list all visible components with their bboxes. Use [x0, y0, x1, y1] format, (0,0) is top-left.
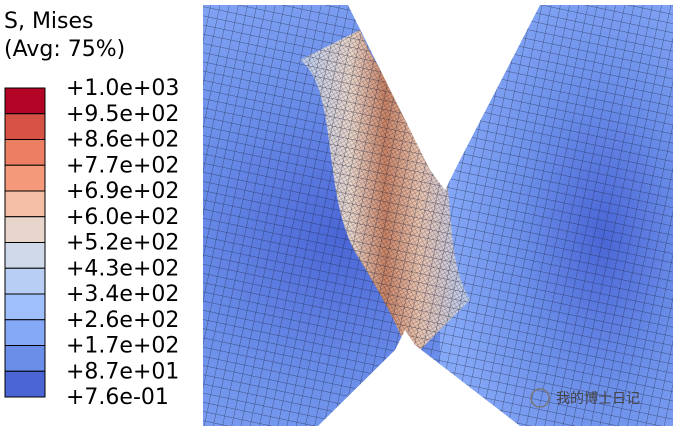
legend-label: +6.0e+02	[66, 205, 179, 230]
watermark-text: 我的博士日记	[556, 390, 640, 407]
legend-label: +7.7e+02	[66, 153, 179, 178]
legend-label: +5.2e+02	[66, 231, 179, 256]
model-view	[203, 5, 673, 426]
legend-label: +1.0e+03	[66, 76, 179, 101]
legend-swatch	[4, 267, 46, 295]
legend-label: +9.5e+02	[66, 102, 179, 127]
legend-label: +8.7e+01	[66, 359, 179, 384]
legend-swatch	[4, 87, 46, 115]
legend-swatch	[4, 242, 46, 269]
legend: S, Mises (Avg: 75%) +1.0e+03+9.5e+02+8.6…	[4, 9, 179, 410]
legend-swatch	[4, 293, 46, 321]
legend-label: +2.6e+02	[66, 308, 179, 333]
legend-swatch	[4, 164, 46, 192]
legend-swatch	[4, 139, 46, 166]
legend-label: +1.7e+02	[66, 334, 179, 359]
legend-title: S, Mises	[4, 9, 94, 34]
legend-label: +4.3e+02	[66, 256, 179, 281]
legend-subtitle: (Avg: 75%)	[4, 37, 125, 62]
legend-swatch	[4, 216, 46, 243]
legend-label: +6.9e+02	[66, 179, 179, 204]
legend-label: +8.6e+02	[66, 128, 179, 153]
legend-label: +3.4e+02	[66, 282, 179, 307]
watermark: 我的博士日记	[530, 388, 640, 408]
legend-swatch	[4, 113, 46, 140]
legend-swatch	[4, 190, 46, 218]
watermark-icon	[530, 388, 550, 408]
legend-swatch	[4, 345, 46, 372]
legend-swatch	[4, 370, 46, 398]
legend-swatch	[4, 319, 46, 346]
legend-label: +7.6e-01	[66, 385, 169, 410]
